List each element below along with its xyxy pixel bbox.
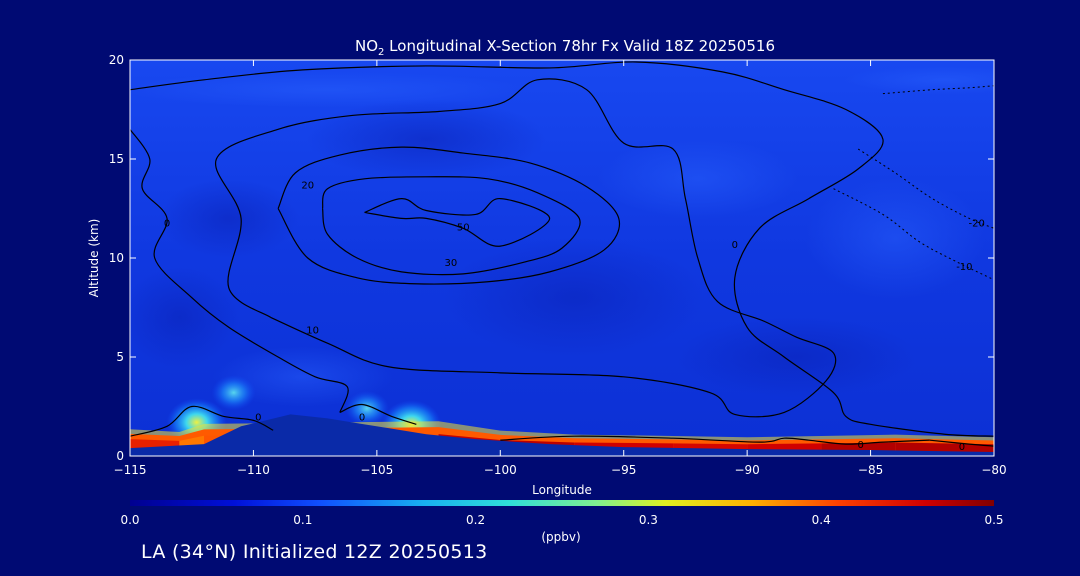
- y-tick-label: 0: [116, 449, 124, 463]
- contour-line-0-4: [130, 405, 274, 437]
- texture-blob-3: [676, 317, 917, 397]
- colorbar-tick-label: 0.0: [120, 513, 139, 527]
- y-tick-label: 10: [109, 251, 124, 265]
- texture-blob-7: [130, 71, 528, 108]
- chart-title-rest: Longitudinal X-Section 78hr Fx Valid 18Z…: [384, 37, 775, 55]
- colorbar-unit: (ppbv): [541, 530, 580, 544]
- contour-line-50-0: [364, 197, 551, 247]
- texture-blob-2: [444, 237, 705, 358]
- contour-line-20-2: [277, 146, 621, 285]
- contour-line-0-5: [339, 403, 417, 425]
- chart-title: NO2 Longitudinal X-Section 78hr Fx Valid…: [355, 37, 775, 58]
- texture-blob-8: [844, 65, 994, 94]
- field-texture: [130, 65, 994, 407]
- texture-blob-4: [130, 267, 240, 368]
- contour-label-8: 0: [732, 240, 738, 251]
- y-axis: 0 5 10 15 20: [109, 53, 994, 463]
- initialization-footer: LA (34°N) Initialized 12Z 20250513: [141, 541, 488, 563]
- plot-area: 50 30 20 10 0 0 0 0 0 0 -10 -20: [130, 60, 994, 456]
- colorbar-tick-label: 0.1: [293, 513, 312, 527]
- contour-line-0-8: [130, 61, 994, 437]
- dotted-contour-line-1: [857, 148, 994, 229]
- colorbar: [130, 500, 994, 506]
- contour-label-2: 20: [301, 181, 314, 192]
- dotted-contour-label-1: -20: [969, 218, 985, 229]
- x-axis: −115 −110 −105 −100 −95 −90 −85 −80: [114, 60, 1007, 477]
- chart-title-species: NO: [355, 37, 378, 55]
- colorbar-tick-label: 0.5: [984, 513, 1003, 527]
- plume-2: [344, 390, 389, 427]
- terrain-silhouette: [130, 414, 994, 456]
- contour-label-0: 50: [457, 222, 470, 233]
- contour-label-1: 30: [445, 258, 458, 269]
- texture-blob-6: [805, 178, 986, 299]
- x-tick-label: −80: [981, 463, 1006, 477]
- y-tick-label: 5: [116, 350, 124, 364]
- x-tick-label: −105: [360, 463, 393, 477]
- contour-line-10-3: [214, 78, 837, 418]
- contour-line-0-6: [929, 439, 994, 447]
- contour-label-3: 10: [306, 325, 319, 336]
- contour-label-7: 0: [164, 218, 170, 229]
- contour-line-0-7: [130, 128, 349, 413]
- contour-line-0-9: [500, 435, 930, 445]
- y-axis-label: Altitude (km): [87, 219, 101, 298]
- colorbar-tick-label: 0.3: [639, 513, 658, 527]
- texture-blob-5: [597, 138, 798, 219]
- contour-label-6: 0: [959, 442, 965, 453]
- x-tick-label: −100: [484, 463, 517, 477]
- dotted-contour-line-2: [882, 85, 994, 95]
- y-tick-label: 20: [109, 53, 124, 67]
- y-tick-label: 15: [109, 152, 124, 166]
- x-tick-label: −95: [611, 463, 636, 477]
- x-tick-label: −85: [858, 463, 883, 477]
- texture-blob-0: [158, 178, 299, 259]
- contour-label-9: 0: [858, 440, 864, 451]
- colorbar-tick-label: 0.2: [466, 513, 485, 527]
- colorbar-tick-label: 0.4: [812, 513, 831, 527]
- dotted-contour-line-0: [833, 188, 994, 281]
- contour-lines: 50 30 20 10 0 0 0 0 0 0 -10 -20: [130, 61, 994, 453]
- chart-title-subscript: 2: [378, 47, 384, 58]
- x-tick-label: −110: [237, 463, 270, 477]
- contour-label-5: 0: [359, 412, 365, 423]
- dotted-contour-label-0: -10: [956, 262, 972, 273]
- colorbar-ticks: 0.0 0.1 0.2 0.3 0.4 0.5: [120, 513, 1003, 527]
- texture-blob-1: [306, 99, 547, 180]
- x-axis-label: Longitude: [532, 483, 592, 497]
- x-tick-label: −115: [114, 463, 147, 477]
- x-tick-label: −90: [734, 463, 759, 477]
- contour-line-30-1: [321, 176, 581, 276]
- plume-1: [211, 375, 256, 411]
- contour-label-4: 0: [255, 412, 261, 423]
